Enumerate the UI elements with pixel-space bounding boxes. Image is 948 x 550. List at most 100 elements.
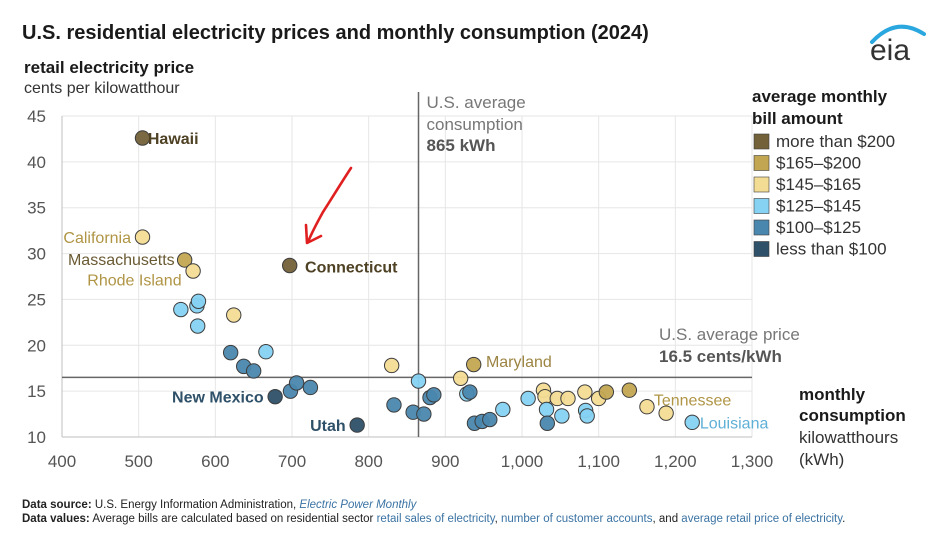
y-tick-label: 40 [27,153,46,172]
y-tick-label: 35 [27,199,46,218]
legend-swatch [753,155,770,171]
data-point [554,408,570,424]
y-tick-label: 45 [27,107,46,126]
footer-link-retail-price[interactable]: average retail price of electricity [681,513,843,525]
data-point [267,388,283,405]
data-point [190,293,207,309]
footer-source-text: U.S. Energy Information Administration, [91,499,300,511]
reference-lines: U.S. average consumption 865 kWh U.S. avera… [62,92,800,437]
state-label: Massachusetts [68,252,175,269]
legend-label: $165–$200 [776,154,861,173]
data-point [245,363,262,379]
state-label: Louisiana [700,415,769,432]
legend-label: more than $200 [776,132,895,151]
x-tick-label: 1,200 [654,452,697,471]
x-tick-label: 1,000 [501,452,544,471]
data-point [452,370,469,387]
data-point [539,415,555,431]
x-tick-label: 700 [278,452,306,471]
y-tick-label: 25 [27,290,46,309]
y-tick-label: 10 [27,428,46,447]
scatter-plot: 400 500 600 700 800 900 1,000 1,100 1,200 1,300 10… [27,87,906,471]
data-point [579,408,595,424]
state-label: Connecticut [305,259,398,276]
data-point [386,397,402,413]
y-axis-unit: cents per kilowatthour [24,80,180,97]
avg-price-label-line1: U.S. average price [659,325,800,344]
avg-consumption-label-line2: consumption [427,115,523,134]
state-label: Rhode Island [87,272,181,289]
data-point [222,344,239,361]
data-point [410,373,427,389]
data-point [416,406,432,422]
data-point [258,344,274,360]
avg-consumption-label-line1: U.S. average [427,93,526,112]
red-arrow-shaft [306,166,353,244]
data-point [383,357,400,374]
data-point [621,382,638,398]
footer-source-link[interactable]: Electric Power Monthly [299,499,417,511]
footer-link-retail-sales[interactable]: retail sales of electricity [376,513,495,525]
legend-swatch [753,219,770,236]
data-point [520,390,536,407]
x-tick-label: 400 [48,452,76,471]
x-tick-label: 800 [354,452,382,471]
x-tick-label: 1,100 [577,452,620,471]
data-point [684,414,700,431]
data-point [288,375,305,391]
state-label: Utah [310,418,346,435]
y-tick-label: 20 [27,336,46,355]
legend-swatch [753,198,770,214]
data-point [282,257,298,274]
data-point [176,252,193,268]
data-point [639,399,655,415]
footer-source-label: Data source: [22,499,92,511]
legend-title-line2: bill amount [752,109,843,128]
legend-swatch [753,176,770,193]
data-point [482,411,498,428]
state-label: Maryland [486,354,552,371]
data-point [466,356,482,373]
footer-source: Data source: U.S. Energy Information Adm… [22,498,932,512]
data-point [462,384,478,400]
data-point [190,318,206,334]
legend-label: $100–$125 [776,218,861,237]
data-point [185,263,201,279]
logo-text: eia [870,34,910,64]
footer-values-end: . [842,513,846,525]
footer-values: Data values: Average bills are calculate… [22,512,932,526]
x-tick-label: 500 [124,452,152,471]
data-point [302,379,319,396]
data-point [538,401,555,418]
footer-link-customer-accounts[interactable]: number of customer accounts [501,513,653,525]
legend-title-line1: average monthly [752,87,888,106]
x-tick-label: 1,300 [731,452,774,471]
x-axis-label-line2: consumption [799,406,906,425]
data-point [226,307,242,323]
state-label: Tennessee [654,392,731,409]
data-point [349,417,365,433]
x-tick-label: 900 [431,452,459,471]
state-label: California [63,230,131,247]
data-point [134,229,151,245]
data-point [560,390,576,407]
data-point [426,387,442,403]
legend-swatch [753,133,770,150]
annotation-layer [304,166,353,245]
data-point [173,301,189,318]
chart-title: U.S. residential electricity prices and … [22,22,649,44]
legend-label: $145–$165 [776,175,861,194]
state-label-layer: Hawaii California Massachusetts Rhode Islan… [63,131,768,435]
footer-values-text1: Average bills are calculated based on re… [89,513,377,525]
footer-values-label: Data values: [22,513,90,525]
y-tick-label: 30 [27,245,46,264]
avg-consumption-value: 865 kWh [427,136,496,155]
data-point [658,405,674,421]
footer-values-text2: , and [652,513,682,525]
state-label: Hawaii [148,131,199,148]
footer: Data source: U.S. Energy Information Adm… [22,498,932,526]
grid-layer [62,115,753,437]
data-point [134,130,151,146]
data-point [598,384,615,400]
